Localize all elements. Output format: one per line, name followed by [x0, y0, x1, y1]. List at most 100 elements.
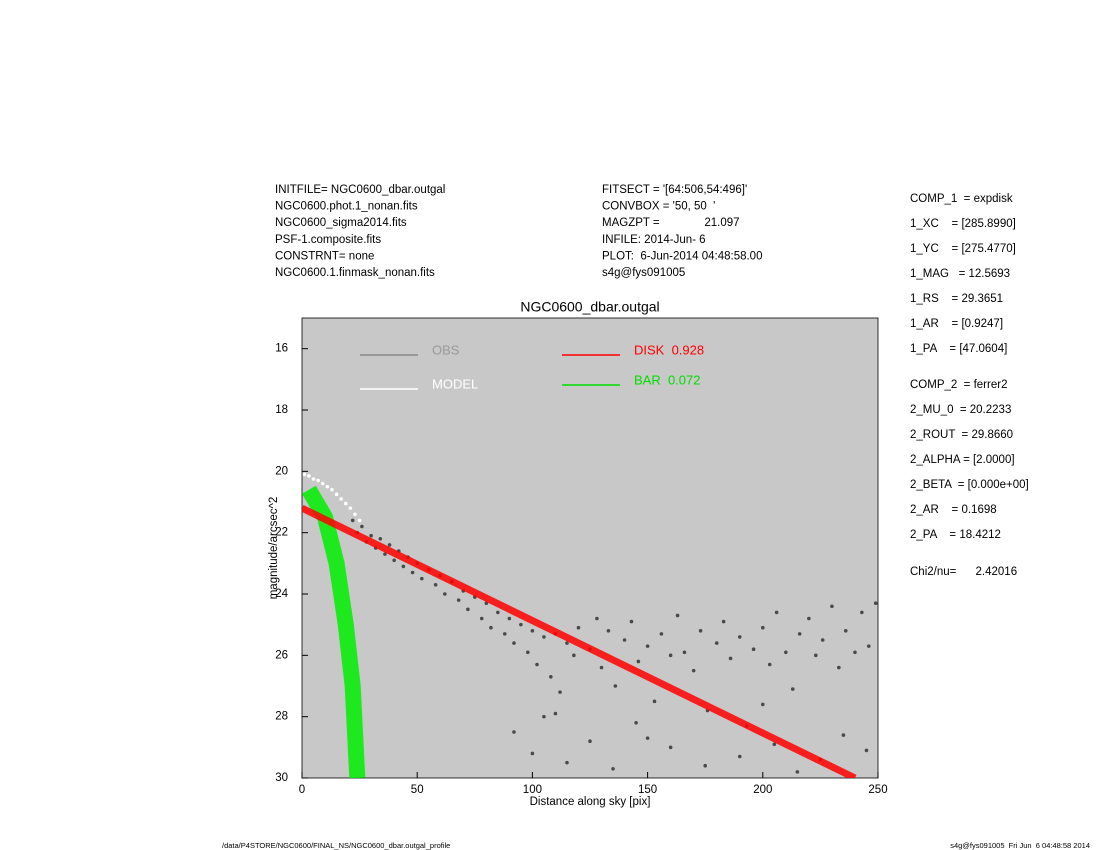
- parameter-text: COMP_1 = expdisk: [910, 193, 1013, 205]
- data-point: [682, 650, 687, 655]
- parameter-text: 1_MAG = 12.5693: [910, 268, 1010, 280]
- data-point: [645, 736, 650, 740]
- data-point: [645, 644, 650, 648]
- parameter-text: 2_ROUT = 29.8660: [910, 429, 1013, 441]
- data-point: [507, 616, 512, 621]
- data-point: [401, 564, 406, 569]
- data-point: [325, 484, 330, 489]
- data-point: [383, 552, 387, 556]
- data-point: [652, 699, 657, 704]
- y-tick-label: 16: [275, 343, 288, 355]
- data-point: [334, 492, 339, 497]
- data-point: [512, 641, 516, 645]
- data-point: [636, 659, 641, 664]
- data-point: [860, 610, 864, 615]
- header-text: CONSTRNT= none: [275, 250, 374, 262]
- data-point: [565, 641, 569, 645]
- data-point: [496, 610, 500, 615]
- parameter-text: COMP_2 = ferrer2: [910, 379, 1007, 391]
- data-point: [530, 751, 535, 756]
- data-point: [588, 739, 592, 743]
- y-tick-label: 24: [275, 588, 288, 600]
- parameter-text: 1_PA = [47.0604]: [910, 343, 1007, 355]
- y-tick-label: 18: [275, 404, 288, 416]
- data-point: [378, 537, 383, 541]
- x-tick-label: 250: [868, 784, 887, 796]
- x-tick-label: 150: [638, 784, 657, 796]
- data-point: [675, 613, 680, 618]
- legend-label: MODEL: [432, 376, 478, 391]
- data-point: [820, 638, 825, 642]
- data-point: [360, 524, 364, 529]
- x-tick-label: 200: [753, 784, 772, 796]
- data-point: [830, 604, 834, 609]
- header-text: CONVBOX = '50, 50 ': [602, 201, 715, 213]
- parameter-text: 1_AR = [0.9247]: [910, 318, 1003, 330]
- data-point: [853, 650, 857, 655]
- data-point: [433, 583, 438, 587]
- plot-background: [301, 317, 879, 779]
- parameter-text: 2_AR = 0.1698: [910, 504, 997, 516]
- data-point: [797, 632, 802, 636]
- header-text: MAGZPT = 21.097: [602, 217, 740, 229]
- data-point: [837, 665, 841, 670]
- header-text: s4g@fys091005: [602, 267, 685, 279]
- data-point: [691, 668, 696, 673]
- y-tick-label: 22: [275, 527, 288, 539]
- parameter-text: 1_YC = [275.4770]: [910, 243, 1016, 255]
- data-point: [357, 518, 362, 523]
- header-text: NGC0600_sigma2014.fits: [275, 217, 407, 229]
- data-point: [721, 619, 726, 624]
- data-point: [502, 632, 507, 636]
- data-point: [392, 558, 396, 563]
- data-point: [553, 711, 558, 716]
- data-point: [668, 745, 673, 750]
- data-point: [565, 760, 569, 765]
- legend-label: BAR 0.072: [634, 372, 701, 387]
- data-point: [350, 518, 355, 523]
- footer-right: s4g@fys091005 Fri Jun 6 04:48:58 2014: [950, 841, 1090, 850]
- data-point: [519, 622, 523, 627]
- data-point: [611, 767, 615, 771]
- header-text: FITSECT = '[64:506,54:496]': [602, 184, 747, 196]
- data-point: [599, 665, 604, 670]
- header-text: PLOT: 6-Jun-2014 04:48:58.00: [602, 250, 762, 262]
- data-point: [807, 616, 811, 621]
- y-tick-label: 20: [275, 465, 288, 477]
- data-point: [784, 650, 788, 655]
- x-tick-label: 50: [411, 784, 424, 796]
- footer-left: /data/P4STORE/NGC0600/FINAL_NS/NGC0600_d…: [222, 841, 450, 850]
- y-tick-label: 30: [275, 772, 288, 784]
- data-point: [348, 506, 353, 510]
- data-point: [714, 641, 719, 645]
- data-point: [864, 748, 869, 753]
- data-point: [761, 702, 765, 707]
- data-point: [542, 714, 546, 719]
- chart-title: NGC0600_dbar.outgal: [520, 299, 659, 315]
- data-point: [353, 512, 357, 517]
- data-point: [558, 690, 562, 694]
- legend-label: OBS: [432, 342, 460, 357]
- data-point: [622, 638, 627, 642]
- data-point: [443, 592, 447, 596]
- data-point: [320, 481, 325, 486]
- data-point: [387, 543, 392, 547]
- data-point: [410, 570, 415, 575]
- x-tick-label: 0: [299, 784, 305, 796]
- data-point: [795, 770, 800, 774]
- x-tick-label: 100: [523, 784, 542, 796]
- data-point: [790, 687, 795, 691]
- y-tick-label: 26: [275, 649, 288, 661]
- data-point: [530, 629, 535, 633]
- data-point: [629, 619, 634, 624]
- data-point: [420, 576, 424, 581]
- data-point: [767, 662, 772, 667]
- header-text: NGC0600.phot.1_nonan.fits: [275, 201, 418, 213]
- data-point: [866, 644, 871, 648]
- data-point: [737, 754, 742, 759]
- data-point: [728, 656, 733, 661]
- data-point: [813, 653, 818, 658]
- data-point: [703, 763, 707, 768]
- data-point: [576, 625, 581, 630]
- data-point: [512, 730, 516, 734]
